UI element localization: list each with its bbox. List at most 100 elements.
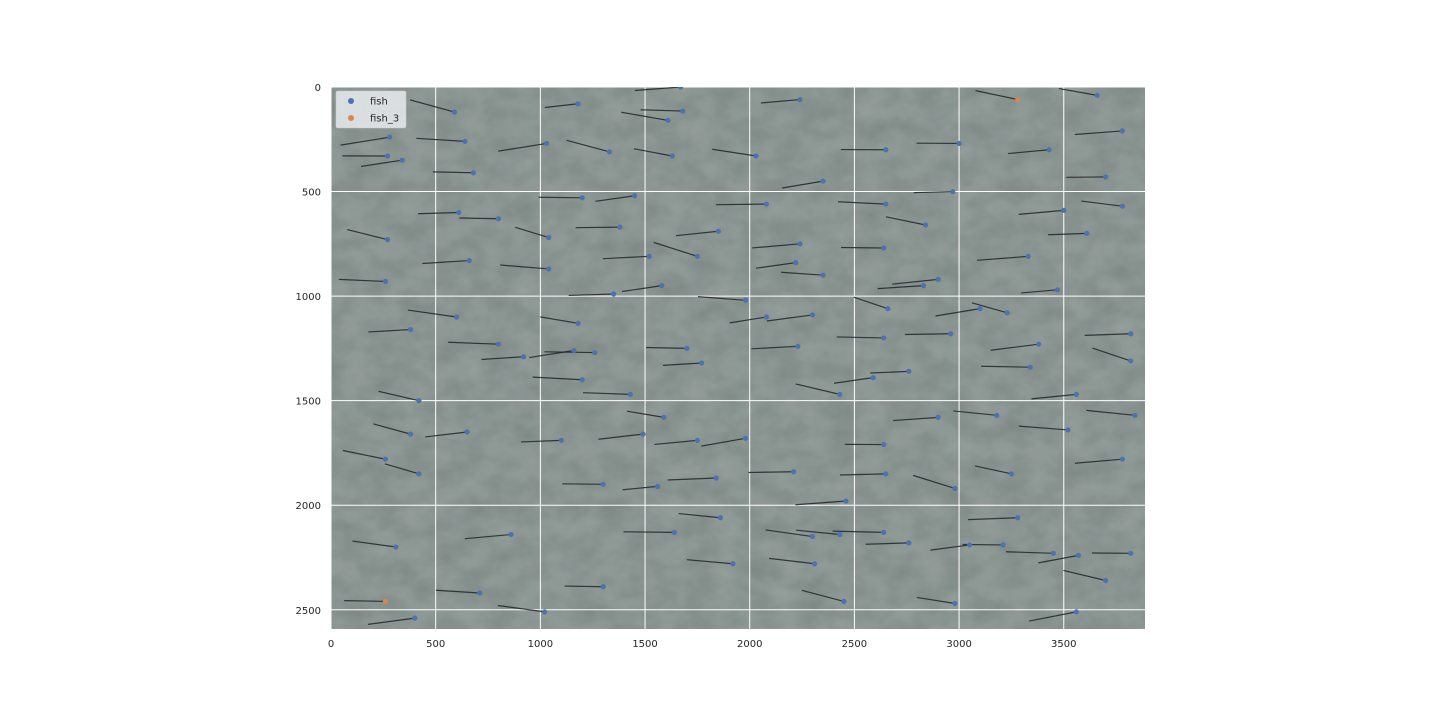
fish-tail-line	[782, 180, 824, 189]
fish-tail-line	[853, 296, 889, 310]
fish-point	[883, 471, 889, 477]
fish-point	[665, 117, 671, 124]
fish-point	[646, 253, 652, 259]
fish-tail-line	[678, 512, 721, 519]
fish-point	[546, 266, 552, 272]
x-tick-label: 1500	[632, 639, 657, 650]
fish-tail-line	[801, 589, 845, 602]
fish-tail-line	[646, 346, 687, 349]
fish-tail-line	[422, 259, 470, 265]
fish-point	[1054, 287, 1061, 293]
y-tick-label: 1000	[296, 292, 321, 303]
fish-tail-line	[459, 217, 499, 220]
x-tick-label: 500	[426, 639, 445, 650]
fish-point	[694, 437, 700, 443]
fish-tail-line	[544, 103, 579, 109]
fish-tail-line	[990, 343, 1039, 351]
fish-point	[841, 598, 847, 604]
fish-tail-line	[432, 171, 474, 174]
fish-tail-line	[760, 98, 801, 104]
fish-tail-line	[1092, 347, 1131, 362]
fish-tail-line	[769, 557, 815, 565]
fish-point	[797, 96, 803, 103]
fish-tail-line	[716, 203, 767, 206]
fish-tail-line	[971, 302, 1008, 314]
fish-point	[952, 485, 958, 492]
fish-point	[935, 276, 941, 282]
fish-tail-line	[1007, 149, 1050, 155]
fish-point	[820, 272, 826, 278]
fish-tail-line	[544, 351, 595, 354]
fish-point	[1103, 174, 1109, 180]
fish-point	[1075, 552, 1082, 558]
fish-point	[870, 375, 876, 381]
fish-point	[1128, 550, 1134, 556]
fish-point	[558, 437, 564, 443]
x-tick-label: 1000	[528, 639, 553, 650]
fish-point	[412, 615, 418, 621]
fish-point	[694, 253, 700, 259]
fish-point	[948, 331, 954, 337]
fish-tail-line	[418, 211, 459, 215]
fish-point	[1015, 515, 1021, 521]
x-tick-label: 2500	[842, 639, 867, 650]
fish-point	[477, 590, 483, 596]
fish-point	[717, 515, 724, 521]
fish-point	[384, 153, 391, 159]
fish-point	[611, 291, 617, 297]
fish-tail-line	[623, 531, 675, 533]
fish-tail-line	[342, 449, 386, 460]
fish-tail-line	[892, 278, 939, 285]
fish-point	[1119, 203, 1125, 209]
fish-point	[466, 257, 472, 264]
fish-point	[393, 544, 399, 550]
fish-point	[885, 306, 891, 312]
fish-point	[809, 312, 816, 318]
fish-point	[1128, 331, 1134, 337]
fish-tail-line	[877, 285, 924, 290]
fish-point	[1119, 128, 1125, 134]
fish-tail-line	[566, 139, 610, 153]
fish-tail-line	[568, 293, 614, 297]
fish-tail-line	[795, 383, 840, 395]
fish-tail-line	[602, 255, 650, 260]
fish-tail-line	[675, 230, 719, 237]
fish-tail-line	[481, 356, 524, 361]
fish-tail-line	[595, 195, 635, 202]
fish-tail-line	[975, 90, 1018, 101]
legend-label: fish	[370, 97, 388, 108]
fish-tail-line	[340, 136, 390, 146]
fish-point	[1073, 609, 1079, 615]
fish-tail-line	[464, 533, 512, 540]
fish-tail-line	[686, 559, 734, 565]
fish-point	[881, 245, 887, 251]
fish-point	[456, 209, 462, 216]
fish-point	[495, 216, 502, 222]
fish-point	[1065, 427, 1071, 433]
fish-point	[730, 561, 736, 567]
fish-tail-line	[870, 370, 909, 374]
fish-tail-line	[930, 544, 970, 551]
fish-tail-line	[795, 500, 847, 506]
fish-point	[698, 360, 705, 366]
fish-tail-line	[981, 365, 1031, 368]
fish-point	[579, 377, 585, 383]
fish-tail-line	[765, 529, 813, 538]
fish-tail-line	[1029, 611, 1077, 622]
fish-tail-line	[796, 529, 840, 536]
water-texture	[331, 87, 1145, 629]
fish-tail-line	[598, 433, 644, 440]
fish-tail-line	[1086, 409, 1136, 416]
fish-point	[753, 153, 759, 159]
y-tick-label: 2000	[296, 501, 321, 512]
fish-point	[952, 600, 958, 607]
fish-point	[671, 529, 677, 535]
fish-tail-line	[621, 111, 669, 122]
fish-point	[1094, 92, 1100, 98]
fish-tail-line	[893, 416, 939, 422]
fish-point	[1061, 207, 1067, 213]
fish-point	[820, 178, 826, 184]
fish-tail-line	[407, 309, 457, 318]
fish-point	[606, 149, 613, 155]
